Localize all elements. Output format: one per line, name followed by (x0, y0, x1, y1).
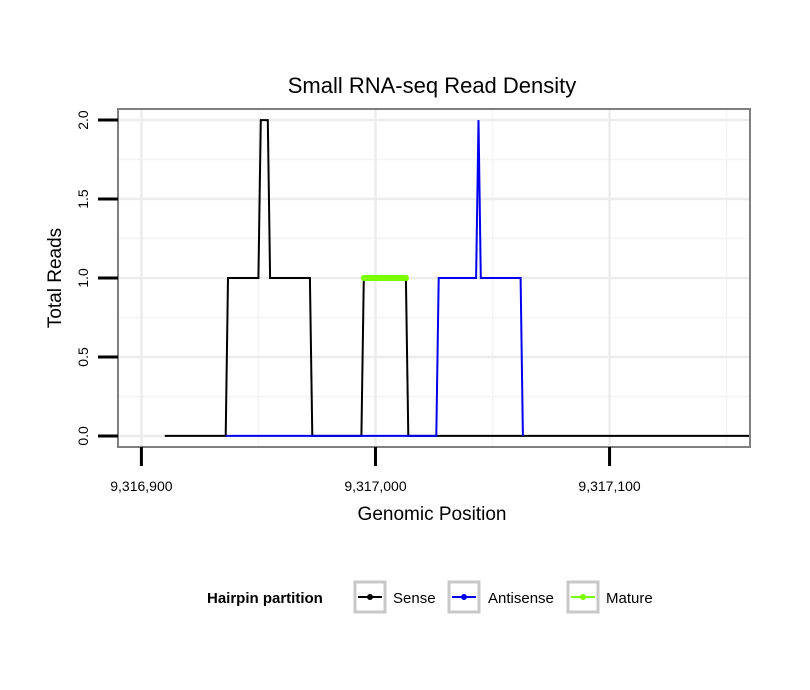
y-axis: 0.0 0.5 1.0 1.5 2.0 (75, 110, 118, 446)
series-line-antisense (225, 120, 524, 437)
y-tick-label: 2.0 (75, 110, 91, 130)
legend-label-mature: Mature (606, 590, 653, 607)
legend: Hairpin partition Sense Antisense Mature (207, 580, 653, 614)
x-tick-label: 9,317,000 (344, 478, 406, 494)
legend-item-sense: Sense (353, 580, 436, 614)
legend-label-sense: Sense (393, 590, 436, 607)
legend-label-antisense: Antisense (488, 590, 554, 607)
legend-dot-mature (580, 594, 586, 600)
x-tick-label: 9,317,100 (578, 478, 640, 494)
legend-item-antisense: Antisense (447, 580, 554, 614)
x-axis-title: Genomic Position (358, 504, 507, 525)
plot-panel (117, 108, 751, 448)
x-axis: 9,316,900 9,317,000 9,317,100 (110, 447, 641, 494)
y-tick-label: 1.0 (75, 268, 91, 288)
grid-lines (118, 109, 750, 447)
chart-title: Small RNA-seq Read Density (288, 73, 577, 98)
y-tick-label: 1.5 (75, 189, 91, 209)
x-tick-label: 9,316,900 (110, 478, 172, 494)
y-tick-label: 0.5 (75, 347, 91, 367)
y-tick-label: 0.0 (75, 426, 91, 446)
legend-dot-antisense (461, 594, 467, 600)
y-axis-title: Total Reads (45, 228, 66, 328)
legend-dot-sense (367, 594, 373, 600)
legend-title: Hairpin partition (207, 590, 323, 607)
legend-item-mature: Mature (566, 580, 653, 614)
series-lines (164, 119, 750, 437)
